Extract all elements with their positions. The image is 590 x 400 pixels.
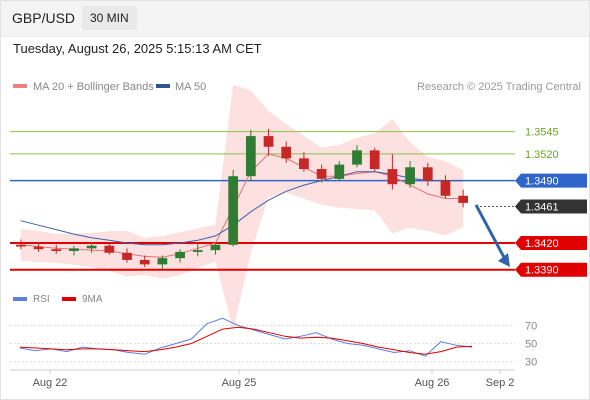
- ma20-legend-label: MA 20 + Bollinger Bands: [33, 81, 154, 93]
- candle-body: [369, 150, 380, 170]
- timestamp: Tuesday, August 26, 2025 5:15:13 AM CET: [13, 41, 262, 56]
- resistance-level-label: 1.3545: [525, 127, 559, 139]
- candle-body: [157, 258, 168, 265]
- forecast-arrow: [474, 204, 510, 268]
- ma50-legend-swatch: [156, 84, 170, 88]
- candle-body: [263, 136, 274, 147]
- pivot-label-tag: [515, 173, 587, 188]
- candle-body: [245, 136, 256, 177]
- candle-body: [422, 167, 433, 181]
- support-label-tag: [515, 262, 587, 277]
- candle-body: [15, 244, 26, 247]
- support-label-tag: [515, 236, 587, 250]
- rsi-ma-line: [19, 326, 473, 355]
- candle-body: [51, 249, 62, 252]
- rsi-pane: 70 50 30: [10, 317, 537, 369]
- x-tick-label: Aug 26: [415, 377, 450, 389]
- rsi-legend-label: RSI: [33, 294, 50, 305]
- candle-body: [104, 245, 115, 253]
- forecast-arrow-head: [498, 253, 510, 268]
- support-level-label: 1.3420: [525, 238, 559, 250]
- legend-top: MA 20 + Bollinger Bands MA 50 Research ©…: [13, 81, 581, 93]
- ma20-legend-swatch: [13, 84, 27, 88]
- candle-body: [33, 246, 44, 250]
- support-level-label: 1.3390: [525, 265, 559, 277]
- symbol-label: GBP/USD: [12, 10, 76, 26]
- x-axis: Aug 22 Aug 25 Aug 26 Sep 2: [33, 370, 515, 389]
- legend-rsi: RSI 9MA: [13, 294, 103, 305]
- candle-body: [192, 250, 203, 252]
- price-level-labels: 1.3545 1.3520 1.3490 1.3461 1.3420 1.3390: [515, 127, 587, 277]
- candle-body: [122, 252, 132, 260]
- candle-body: [387, 169, 398, 185]
- rsi-tick-label: 30: [525, 357, 537, 369]
- x-tick-label: Sep 2: [486, 377, 515, 389]
- candle-body: [86, 245, 97, 249]
- candle-body: [334, 164, 345, 179]
- candle-body: [139, 259, 150, 265]
- bollinger-band-area: [20, 84, 464, 330]
- candle-body: [281, 146, 292, 159]
- candle-body: [69, 248, 79, 252]
- forecast-arrow-shaft: [474, 204, 508, 262]
- rsi-ma-legend-swatch: [62, 297, 76, 301]
- interval-button[interactable]: 30 MIN: [82, 6, 137, 30]
- candle-body: [352, 150, 362, 165]
- chart-header: GBP/USD 30 MIN: [0, 0, 590, 37]
- ma50-legend-label: MA 50: [175, 81, 206, 93]
- candle-body: [210, 244, 221, 251]
- candles: [15, 128, 469, 269]
- rsi-tick-label: 50: [525, 339, 537, 351]
- last_price-label-tag: [515, 199, 587, 214]
- credit-label: Research © 2025 Trading Central: [417, 81, 581, 93]
- candle-body: [458, 195, 469, 203]
- pivot-level-label: 1.3490: [525, 176, 559, 188]
- candle-body: [440, 180, 451, 196]
- candle-body: [299, 158, 309, 170]
- bollinger-bands: [20, 84, 464, 330]
- candle-body: [405, 167, 415, 185]
- price-levels: [10, 131, 515, 271]
- resistance-level-label: 1.3520: [525, 149, 559, 161]
- rsi-legend-swatch: [13, 297, 27, 301]
- candle-body: [316, 169, 327, 179]
- last_price-level-label: 1.3461: [525, 201, 559, 213]
- rsi-tick-label: 70: [525, 321, 537, 333]
- candle-body: [228, 176, 239, 245]
- candle-body: [175, 251, 185, 259]
- x-tick-label: Aug 22: [33, 377, 68, 389]
- rsi-ma-legend-label: 9MA: [82, 294, 103, 305]
- rsi-line: [19, 317, 473, 357]
- x-tick-label: Aug 25: [222, 377, 257, 389]
